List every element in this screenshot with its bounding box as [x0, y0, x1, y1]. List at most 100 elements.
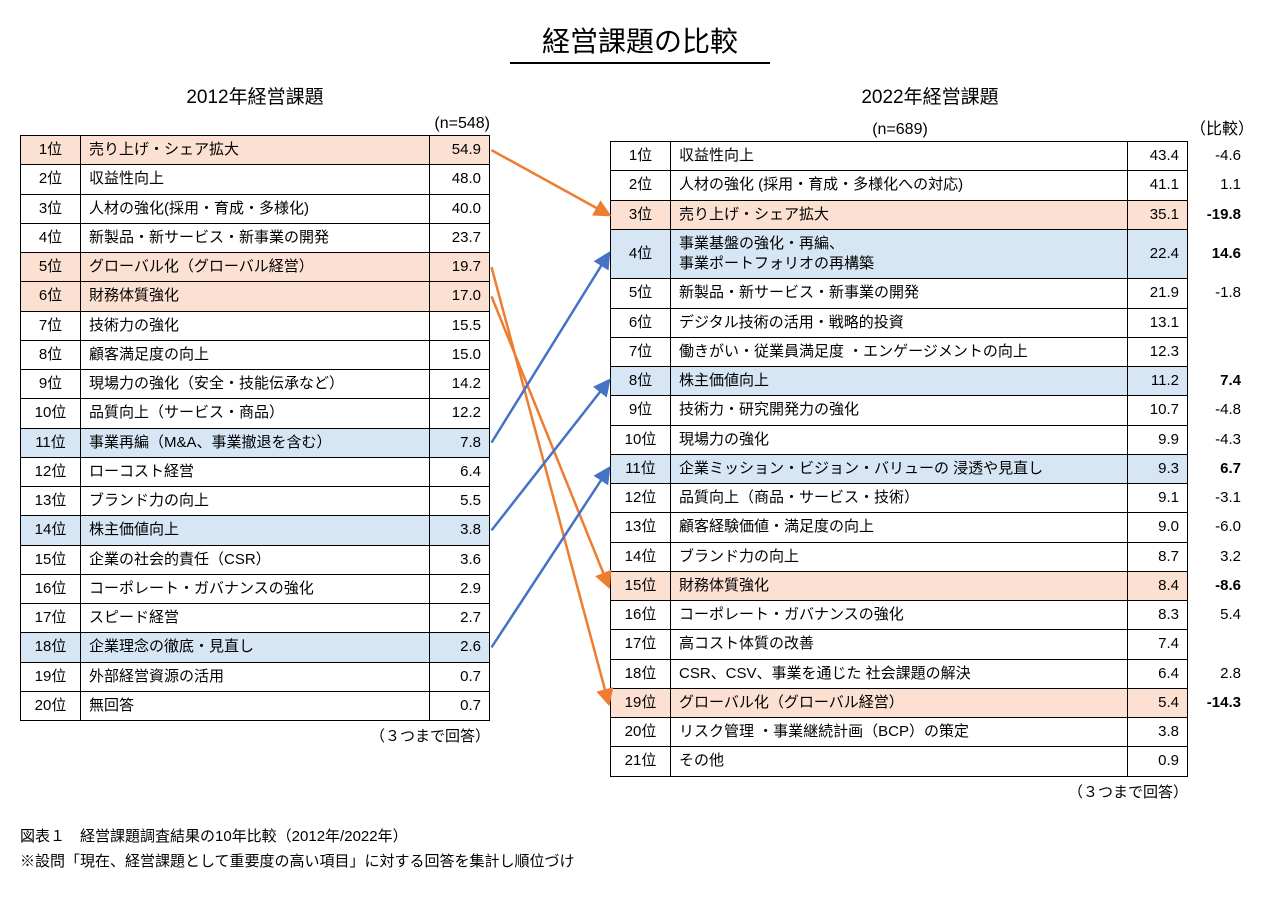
- rank-cell: 2位: [611, 171, 671, 200]
- label-cell: 売り上げ・シェア拡大: [671, 200, 1128, 229]
- rank-cell: 2位: [21, 165, 81, 194]
- value-cell: 15.0: [430, 340, 490, 369]
- value-cell: 48.0: [430, 165, 490, 194]
- value-cell: 9.9: [1128, 425, 1188, 454]
- table-row: 17位スピード経営2.7: [21, 604, 490, 633]
- label-cell: その他: [671, 747, 1128, 776]
- diff-cell: -1.8: [1188, 279, 1250, 308]
- value-cell: 12.3: [1128, 337, 1188, 366]
- label-cell: 顧客経験価値・満足度の向上: [671, 513, 1128, 542]
- left-table: 1位売り上げ・シェア拡大54.92位収益性向上48.03位人材の強化(採用・育成…: [20, 135, 490, 721]
- rank-cell: 17位: [611, 630, 671, 659]
- rank-cell: 12位: [21, 457, 81, 486]
- label-cell: 株主価値向上: [81, 516, 430, 545]
- value-cell: 0.9: [1128, 747, 1188, 776]
- table-row: 2位人材の強化 (採用・育成・多様化への対応)41.11.1: [611, 171, 1250, 200]
- diff-cell: [1188, 308, 1250, 337]
- rank-cell: 4位: [611, 229, 671, 279]
- label-cell: 収益性向上: [671, 142, 1128, 171]
- rank-cell: 3位: [21, 194, 81, 223]
- rank-cell: 5位: [21, 253, 81, 282]
- table-row: 16位コーポレート・ガバナンスの強化8.35.4: [611, 601, 1250, 630]
- value-cell: 3.6: [430, 545, 490, 574]
- table-row: 11位企業ミッション・ビジョン・バリューの 浸透や見直し9.36.7: [611, 454, 1250, 483]
- table-row: 7位働きがい・従業員満足度 ・エンゲージメントの向上12.3: [611, 337, 1250, 366]
- rank-cell: 13位: [21, 487, 81, 516]
- table-row: 12位ローコスト経営6.4: [21, 457, 490, 486]
- table-row: 3位売り上げ・シェア拡大35.1-19.8: [611, 200, 1250, 229]
- label-cell: 人材の強化(採用・育成・多様化): [81, 194, 430, 223]
- label-cell: 財務体質強化: [81, 282, 430, 311]
- value-cell: 12.2: [430, 399, 490, 428]
- label-cell: 事業基盤の強化・再編、事業ポートフォリオの再構築: [671, 229, 1128, 279]
- value-cell: 9.1: [1128, 484, 1188, 513]
- table-row: 19位グローバル化（グローバル経営）5.4-14.3: [611, 688, 1250, 717]
- table-row: 5位新製品・新サービス・新事業の開発21.9-1.8: [611, 279, 1250, 308]
- label-cell: ローコスト経営: [81, 457, 430, 486]
- rank-cell: 17位: [21, 604, 81, 633]
- table-row: 18位企業理念の徹底・見直し2.6: [21, 633, 490, 662]
- label-cell: 企業ミッション・ビジョン・バリューの 浸透や見直し: [671, 454, 1128, 483]
- table-row: 20位リスク管理 ・事業継続計画（BCP）の策定3.8: [611, 718, 1250, 747]
- label-cell: スピード経営: [81, 604, 430, 633]
- diff-cell: [1188, 337, 1250, 366]
- right-heading: 2022年経営課題: [610, 82, 1250, 109]
- value-cell: 6.4: [430, 457, 490, 486]
- rank-cell: 4位: [21, 223, 81, 252]
- label-cell: 株主価値向上: [671, 367, 1128, 396]
- table-row: 11位事業再編（M&A、事業撤退を含む）7.8: [21, 428, 490, 457]
- rank-cell: 1位: [611, 142, 671, 171]
- diff-cell: 7.4: [1188, 367, 1250, 396]
- rank-cell: 11位: [21, 428, 81, 457]
- rank-cell: 9位: [611, 396, 671, 425]
- value-cell: 15.5: [430, 311, 490, 340]
- rank-cell: 1位: [21, 136, 81, 165]
- footnotes: 図表１ 経営課題調査結果の10年比較（2012年/2022年） ※設問「現在、経…: [20, 824, 1260, 875]
- rank-cell: 10位: [21, 399, 81, 428]
- value-cell: 7.8: [430, 428, 490, 457]
- value-cell: 5.5: [430, 487, 490, 516]
- table-row: 13位顧客経験価値・満足度の向上9.0-6.0: [611, 513, 1250, 542]
- value-cell: 7.4: [1128, 630, 1188, 659]
- label-cell: CSR、CSV、事業を通じた 社会課題の解決: [671, 659, 1128, 688]
- rank-cell: 20位: [21, 691, 81, 720]
- value-cell: 10.7: [1128, 396, 1188, 425]
- label-cell: 技術力の強化: [81, 311, 430, 340]
- label-cell: グローバル化（グローバル経営）: [671, 688, 1128, 717]
- left-column: 2012年経営課題 (n=548) 1位売り上げ・シェア拡大54.92位収益性向…: [20, 82, 490, 746]
- label-cell: 収益性向上: [81, 165, 430, 194]
- table-row: 4位事業基盤の強化・再編、事業ポートフォリオの再構築22.414.6: [611, 229, 1250, 279]
- value-cell: 11.2: [1128, 367, 1188, 396]
- table-row: 20位無回答0.7: [21, 691, 490, 720]
- table-row: 21位その他0.9: [611, 747, 1250, 776]
- table-row: 4位新製品・新サービス・新事業の開発23.7: [21, 223, 490, 252]
- rank-cell: 19位: [611, 688, 671, 717]
- diff-cell: -6.0: [1188, 513, 1250, 542]
- diff-cell: -19.8: [1188, 200, 1250, 229]
- diff-cell: -4.3: [1188, 425, 1250, 454]
- label-cell: 財務体質強化: [671, 571, 1128, 600]
- right-n-label: (n=689): [872, 121, 928, 139]
- rank-cell: 8位: [611, 367, 671, 396]
- diff-cell: [1188, 747, 1250, 776]
- left-footer: （３つまで回答）: [20, 725, 490, 746]
- value-cell: 35.1: [1128, 200, 1188, 229]
- title-underline: [510, 62, 770, 64]
- value-cell: 8.4: [1128, 571, 1188, 600]
- rank-cell: 5位: [611, 279, 671, 308]
- table-row: 10位品質向上（サービス・商品）12.2: [21, 399, 490, 428]
- diff-cell: -4.6: [1188, 142, 1250, 171]
- right-column: 2022年経営課題 (n=689) （比較） 1位収益性向上43.4-4.62位…: [610, 82, 1250, 802]
- value-cell: 9.0: [1128, 513, 1188, 542]
- value-cell: 9.3: [1128, 454, 1188, 483]
- diff-cell: -3.1: [1188, 484, 1250, 513]
- table-row: 6位財務体質強化17.0: [21, 282, 490, 311]
- label-cell: 品質向上（商品・サービス・技術）: [671, 484, 1128, 513]
- table-row: 9位現場力の強化（安全・技能伝承など）14.2: [21, 370, 490, 399]
- rank-cell: 16位: [21, 574, 81, 603]
- value-cell: 6.4: [1128, 659, 1188, 688]
- table-row: 14位株主価値向上3.8: [21, 516, 490, 545]
- label-cell: 人材の強化 (採用・育成・多様化への対応): [671, 171, 1128, 200]
- rank-cell: 21位: [611, 747, 671, 776]
- table-row: 2位収益性向上48.0: [21, 165, 490, 194]
